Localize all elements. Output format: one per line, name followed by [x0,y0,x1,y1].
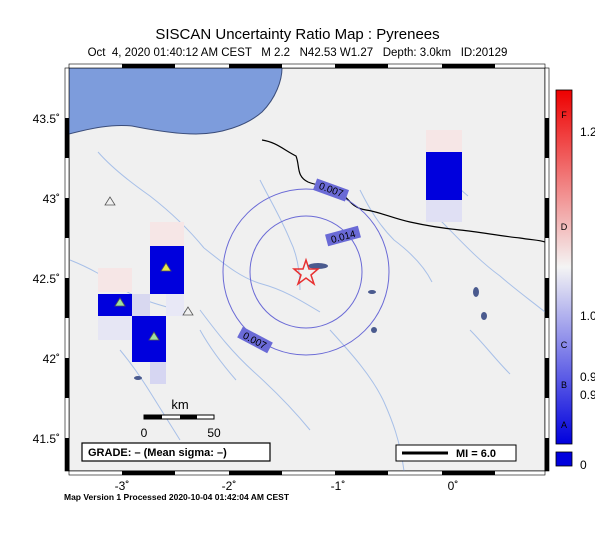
map-area: 0.007 0.014 0.007 km 0 50 GR [64,63,550,476]
lat-label: 42˚ [43,352,60,366]
lat-label: 41.5˚ [33,432,60,446]
map-subtitle: Oct 4, 2020 01:40:12 AM CEST M 2.2 N42.5… [87,47,508,59]
colorbar-value: 1.2 [580,125,595,139]
longitude-labels: -3˚ -2˚ -1˚ 0˚ [115,479,459,493]
lakes [134,263,487,380]
stations [104,196,194,341]
sea-area [68,67,283,135]
lon-label: 0˚ [448,479,459,493]
lat-label: 43.5˚ [33,112,60,126]
scale-unit: km [171,397,188,412]
border-line [261,139,546,243]
frame-ticks [64,63,550,476]
lon-label: -2˚ [222,479,237,493]
contours [222,188,390,356]
station-marker [148,331,160,341]
lat-label: 43˚ [43,192,60,206]
uncertainty-cells-west [98,222,184,384]
grade-box: GRADE: – (Mean sigma: –) [81,442,271,462]
uncertainty-cells-east [426,130,462,222]
epicenter-star [291,257,321,287]
colorbar-grade: F [561,110,567,120]
grade-text: GRADE: – (Mean sigma: –) [88,447,227,459]
scale-tick-start: 0 [141,426,148,440]
station-marker [182,306,194,316]
mi-legend-text: MI = 6.0 [456,448,496,460]
station-marker [104,196,116,206]
colorbar-grade: C [561,340,568,350]
lon-label: -1˚ [331,479,346,493]
map-title: SISCAN Uncertainty Ratio Map : Pyrenees [155,26,440,43]
lat-label: 42.5˚ [33,272,60,286]
colorbar: F D C B A 1.2 1.0 0.9 0.9 0 [555,89,595,472]
colorbar-grade: B [561,380,567,390]
colorbar-value: 0.9 [580,370,595,384]
station-marker [114,297,126,307]
colorbar-value: 1.0 [580,309,595,323]
colorbar-value: 0.9 [580,388,595,402]
processed-footer: Map Version 1 Processed 2020-10-04 01:42… [64,492,290,502]
colorbar-grade: A [561,420,567,430]
scale-bar: km 0 50 [141,397,221,440]
mi-legend: MI = 6.0 [395,444,517,462]
colorbar-grade: D [561,222,568,232]
scale-tick-end: 50 [207,426,221,440]
colorbar-value: 0 [580,458,587,472]
station-marker [160,262,172,272]
lon-label: -3˚ [115,479,130,493]
latitude-labels: 43.5˚ 43˚ 42.5˚ 42˚ 41.5˚ [33,112,60,446]
